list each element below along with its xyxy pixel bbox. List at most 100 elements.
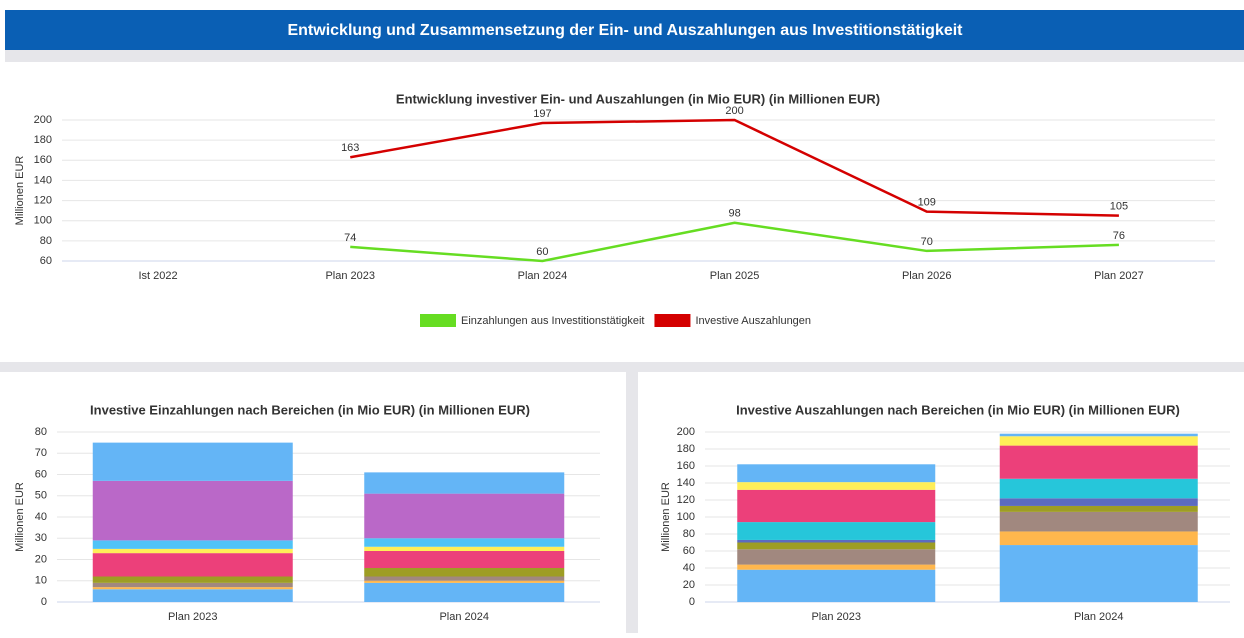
y-tick-label: 40 <box>35 511 47 523</box>
bar-segment <box>737 464 936 483</box>
y-axis-label: Millionen EUR <box>14 156 26 226</box>
bar-segment <box>92 442 293 481</box>
y-tick-label: 180 <box>677 443 695 455</box>
bar-segment <box>364 576 565 581</box>
y-tick-label: 50 <box>35 490 47 502</box>
y-tick-label: 80 <box>35 426 47 438</box>
x-tick-label: Ist 2022 <box>139 270 178 282</box>
data-label: 76 <box>1113 230 1125 242</box>
y-tick-label: 80 <box>40 235 52 247</box>
x-tick-label: Plan 2025 <box>710 270 760 282</box>
bar-segment <box>92 480 293 541</box>
bar-segment <box>364 546 565 551</box>
x-tick-label: Plan 2023 <box>325 270 375 282</box>
line <box>350 118 1119 217</box>
x-tick-label: Plan 2026 <box>902 270 952 282</box>
y-tick-label: 140 <box>677 477 695 489</box>
y-tick-label: 200 <box>34 114 52 126</box>
data-label: 98 <box>728 208 740 220</box>
y-tick-label: 60 <box>35 468 47 480</box>
bar-segment <box>92 589 293 602</box>
y-tick-label: 160 <box>34 154 52 166</box>
bar-segment <box>364 538 565 547</box>
y-tick-label: 10 <box>35 575 47 587</box>
bar-segment <box>999 531 1198 546</box>
separator <box>0 362 1244 372</box>
legend-swatch <box>420 314 456 327</box>
bar-segment <box>999 436 1198 446</box>
line <box>350 221 1119 263</box>
bar-segment <box>364 493 565 539</box>
data-label: 163 <box>341 142 359 154</box>
legend-swatch <box>654 314 691 327</box>
bar-segment <box>92 540 293 549</box>
bar-segment <box>737 482 936 490</box>
x-tick-label: Plan 2027 <box>1094 270 1144 282</box>
y-tick-label: 180 <box>34 134 52 146</box>
data-label: 105 <box>1110 201 1128 213</box>
bar-segment <box>999 545 1198 602</box>
y-tick-label: 60 <box>683 545 695 557</box>
bar-segment <box>999 445 1198 479</box>
bar-segment <box>737 569 936 602</box>
data-label: 109 <box>918 197 936 209</box>
y-tick-label: 140 <box>34 174 52 186</box>
y-axis-label: Millionen EUR <box>660 482 672 552</box>
y-tick-label: 120 <box>677 494 695 506</box>
data-label: 74 <box>344 232 356 244</box>
y-tick-label: 70 <box>35 447 47 459</box>
bar-segment <box>364 568 565 577</box>
y-tick-label: 160 <box>677 460 695 472</box>
bar-segment <box>999 433 1198 437</box>
data-label: 200 <box>725 105 743 117</box>
y-tick-label: 40 <box>683 562 695 574</box>
y-tick-label: 100 <box>34 215 52 227</box>
y-tick-label: 80 <box>683 528 695 540</box>
bar-segment <box>737 522 936 540</box>
bar-segment <box>364 580 565 583</box>
y-tick-label: 0 <box>689 596 695 608</box>
bar-segment <box>92 582 293 588</box>
legend-label: Investive Auszahlungen <box>695 315 811 327</box>
bar-segment <box>737 542 936 550</box>
bar-segment <box>999 505 1198 512</box>
bar-segment <box>999 498 1198 506</box>
bar-segment <box>999 511 1198 532</box>
bar-segment <box>92 548 293 554</box>
x-tick-label: Plan 2023 <box>811 611 861 623</box>
y-tick-label: 120 <box>34 194 52 206</box>
y-axis-label: Millionen EUR <box>14 482 26 552</box>
bar-segment <box>737 539 936 543</box>
chart-title: Investive Auszahlungen nach Bereichen (i… <box>736 402 1180 417</box>
bar-segment <box>999 478 1198 499</box>
bar-segment <box>92 553 293 577</box>
chart-title: Entwicklung investiver Ein- und Auszahlu… <box>396 91 880 106</box>
bar-segment <box>92 587 293 590</box>
x-tick-label: Plan 2023 <box>168 611 218 623</box>
y-tick-label: 60 <box>40 255 52 267</box>
bar-segment <box>364 551 565 568</box>
data-label: 197 <box>533 108 551 120</box>
y-tick-label: 200 <box>677 426 695 438</box>
data-label: 60 <box>536 246 548 258</box>
bar-segment <box>364 582 565 602</box>
separator <box>626 372 638 633</box>
y-tick-label: 100 <box>677 511 695 523</box>
x-tick-label: Plan 2024 <box>439 611 489 623</box>
data-label: 70 <box>921 236 933 248</box>
y-tick-label: 20 <box>683 579 695 591</box>
legend-label: Einzahlungen aus Investitionstätigkeit <box>461 315 644 327</box>
header-shadow <box>5 50 1244 62</box>
x-tick-label: Plan 2024 <box>1074 611 1124 623</box>
bar-segment <box>737 489 936 523</box>
header-title: Entwicklung und Zusammensetzung der Ein-… <box>287 22 963 39</box>
y-tick-label: 20 <box>35 553 47 565</box>
x-tick-label: Plan 2024 <box>518 270 568 282</box>
y-tick-label: 0 <box>41 596 47 608</box>
y-tick-label: 30 <box>35 532 47 544</box>
bar-segment <box>92 576 293 583</box>
bar-segment <box>364 472 565 494</box>
bar-segment <box>737 549 936 565</box>
chart-title: Investive Einzahlungen nach Bereichen (i… <box>90 402 530 417</box>
